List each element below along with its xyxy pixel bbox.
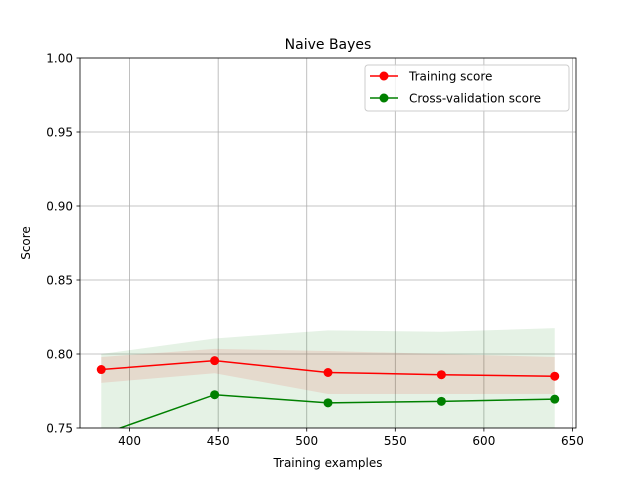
score-point-0 <box>437 370 446 379</box>
x-tick-label: 500 <box>295 434 318 448</box>
y-tick-label: 1.00 <box>46 51 73 65</box>
y-tick-label: 0.75 <box>46 421 73 435</box>
y-axis-label: Score <box>19 226 33 260</box>
x-tick-label: 650 <box>561 434 584 448</box>
x-tick-label: 550 <box>384 434 407 448</box>
score-point-0 <box>97 365 106 374</box>
score-point-1 <box>324 398 333 407</box>
legend-label-training: Training score <box>408 70 492 84</box>
score-point-1 <box>210 390 219 399</box>
legend-marker-cross-validation <box>380 94 389 103</box>
x-tick-label: 450 <box>207 434 230 448</box>
x-tick-label: 400 <box>118 434 141 448</box>
y-tick-label: 0.80 <box>46 347 73 361</box>
y-tick-label: 0.85 <box>46 273 73 287</box>
legend-label-cross-validation: Cross-validation score <box>409 92 541 106</box>
y-tick-label: 0.90 <box>46 199 73 213</box>
x-tick-label: 600 <box>472 434 495 448</box>
legend-marker-training <box>380 72 389 81</box>
y-tick-label: 0.95 <box>46 125 73 139</box>
chart-title: Naive Bayes <box>285 37 372 53</box>
score-point-0 <box>210 356 219 365</box>
score-point-1 <box>550 395 559 404</box>
score-point-1 <box>437 397 446 406</box>
score-point-0 <box>324 368 333 377</box>
x-axis-label: Training examples <box>272 456 382 470</box>
score-point-0 <box>550 372 559 381</box>
legend: Training score Cross-validation score <box>365 65 569 111</box>
